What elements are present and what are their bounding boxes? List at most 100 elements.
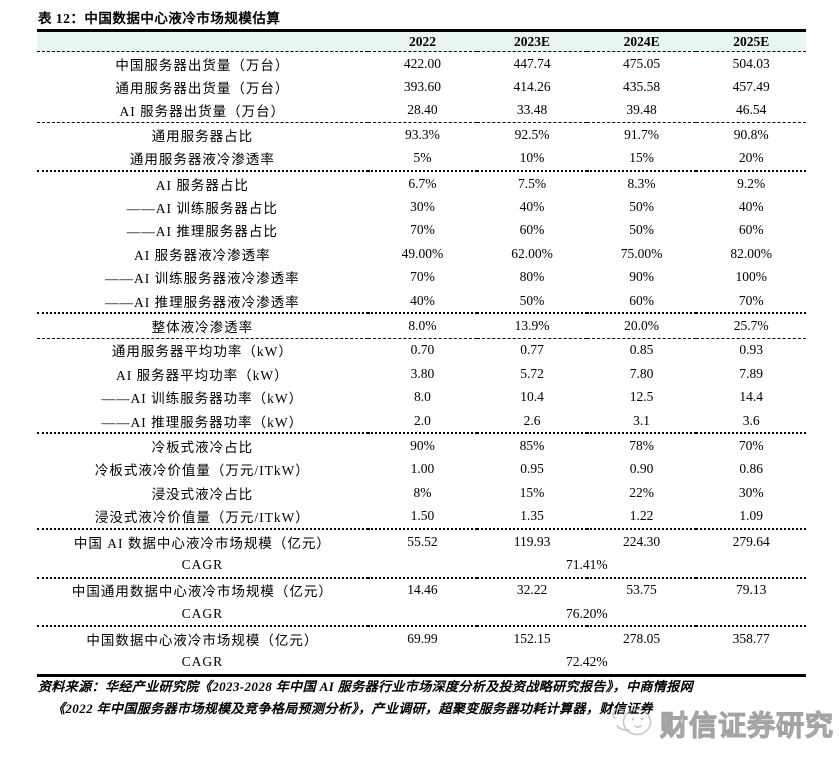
row-label: 中国数据中心液冷市场规模（亿元）: [86, 633, 319, 649]
table-row: AI 服务器液冷渗透率 49.00% 62.00% 75.00% 82.00%: [37, 242, 806, 265]
cell-value: 0.85: [629, 342, 654, 358]
cell-value: 14.46: [407, 582, 438, 598]
table-row: 整体液冷渗透率 8.0% 13.9% 20.0% 25.7%: [37, 313, 806, 338]
table-section-3: 整体液冷渗透率 8.0% 13.9% 20.0% 25.7%: [37, 313, 806, 338]
cell-value: 70%: [738, 437, 764, 453]
cell-value: 46.54: [736, 102, 767, 118]
table-row: ——AI 训练服务器功率（kW） 8.0 10.4 12.5 14.4: [37, 385, 806, 408]
row-label: 浸没式液冷价值量（万元/ITkW）: [94, 510, 310, 526]
table-wrapper: 2022 2023E 2024E 2025E 中国服务器出货量（万台） 422.0…: [37, 29, 806, 678]
row-label: 整体液冷渗透率: [151, 319, 254, 335]
cell-value: 2.6: [523, 412, 541, 428]
cell-value: 80%: [519, 269, 545, 285]
cell-value: 90.8%: [733, 126, 769, 142]
cell-value: 422.00: [403, 55, 441, 71]
source-line-1: 资料来源：华经产业研究院《2023-2028 年中国 AI 服务器行业市场深度分…: [38, 679, 694, 694]
source-line-2: 《2022 年中国服务器市场规模及竞争格局预测分析》，产业调研，超聚变服务器功耗…: [52, 701, 653, 716]
table-section-7: 中国通用数据中心液冷市场规模（亿元） 14.46 32.22 53.75 79.13 CA…: [37, 577, 806, 627]
cell-value: 414.26: [513, 79, 551, 95]
cell-value: 119.93: [513, 533, 551, 549]
cell-value: 53.75: [626, 582, 657, 598]
cell-value: 8.0: [414, 389, 431, 405]
cell-value: 20%: [738, 150, 764, 166]
cell-value: 22%: [629, 484, 654, 500]
cell-value: 13.9%: [514, 317, 550, 333]
cell-value: 15%: [629, 150, 654, 166]
row-label: ——AI 推理服务器功率（kW）: [101, 414, 304, 430]
cell-value: 100%: [735, 269, 767, 285]
table-row: 通用服务器平均功率（kW） 0.70 0.77 0.85 0.93: [37, 338, 806, 362]
table-section-2: AI 服务器占比 6.7% 7.5% 8.3% 9.2% ——AI 训练服务器占比 30% 4…: [37, 170, 806, 313]
cell-value: 5.72: [520, 365, 544, 381]
cell-value: 78%: [629, 437, 654, 453]
table-header: 2022 2023E 2024E 2025E: [37, 30, 806, 52]
cell-value: 14.4: [739, 389, 763, 405]
table-row: 浸没式液冷占比 8% 15% 22% 30%: [37, 481, 806, 504]
table-row: 中国通用数据中心液冷市场规模（亿元） 14.46 32.22 53.75 79.13: [37, 578, 806, 602]
year-column-2023e: 2023E: [477, 30, 587, 52]
row-label: 冷板式液冷占比: [151, 439, 254, 455]
cell-value: 10.4: [520, 389, 544, 405]
cell-value: 91.7%: [624, 126, 660, 142]
row-label: 冷板式液冷价值量（万元/ITkW）: [94, 463, 310, 479]
cell-value: 6.7%: [408, 175, 437, 191]
table-row: 通用服务器液冷渗透率 5% 10% 15% 20%: [37, 147, 806, 171]
cell-value: 20.0%: [624, 317, 660, 333]
cell-value: 1.00: [410, 461, 435, 477]
row-label: CAGR: [181, 605, 224, 621]
table-section-0: 中国服务器出货量（万台） 422.00 447.74 475.05 504.03 通用服务…: [37, 51, 806, 123]
cell-value: 457.49: [732, 79, 770, 95]
table-row: 浸没式液冷价值量（万元/ITkW） 1.50 1.35 1.22 1.09: [37, 504, 806, 528]
table-row: CAGR 72.42%: [37, 651, 806, 676]
cell-value: 3.6: [742, 412, 760, 428]
cell-value: 25.7%: [733, 317, 769, 333]
row-label: 浸没式液冷占比: [151, 486, 254, 502]
row-label: ——AI 训练服务器液冷渗透率: [105, 271, 300, 287]
year-column-2025e: 2025E: [696, 30, 806, 52]
cell-value: 3.1: [633, 412, 651, 428]
cell-value: 435.58: [623, 79, 661, 95]
row-label: 通用服务器占比: [151, 128, 254, 144]
table-row: ——AI 推理服务器占比 70% 60% 50% 60%: [37, 219, 806, 242]
table-row: 冷板式液冷价值量（万元/ITkW） 1.00 0.95 0.90 0.86: [37, 458, 806, 481]
page-title: 表 12：中国数据中心液冷市场规模估算: [38, 11, 281, 26]
cell-value: 92.5%: [514, 126, 550, 142]
row-label: 通用服务器平均功率（kW）: [111, 344, 293, 360]
cagr-value: 71.41%: [566, 556, 608, 572]
cell-value: 152.15: [513, 631, 551, 647]
table-row: 冷板式液冷占比 90% 85% 78% 70%: [37, 433, 806, 457]
table-section-6: 中国 AI 数据中心液冷市场规模（亿元） 55.52 119.93 224.30 279…: [37, 528, 806, 578]
row-label: 中国 AI 数据中心液冷市场规模（亿元）: [73, 535, 331, 551]
cell-value: 1.35: [520, 508, 544, 524]
cell-value: 30%: [410, 199, 435, 215]
row-label: 通用服务器出货量（万台）: [115, 81, 290, 97]
header-row: 2022 2023E 2024E 2025E: [37, 30, 806, 52]
table-row: 中国服务器出货量（万台） 422.00 447.74 475.05 504.03: [37, 52, 806, 76]
table-row: ——AI 训练服务器占比 30% 40% 50% 40%: [37, 195, 806, 218]
cell-value: 70%: [410, 222, 435, 238]
cell-value: 1.22: [629, 508, 654, 524]
cell-value: 7.89: [739, 365, 763, 381]
cell-value: 55.52: [407, 533, 438, 549]
cell-value: 82.00%: [730, 245, 772, 261]
table-row: ——AI 推理服务器液冷渗透率 40% 50% 60% 70%: [37, 289, 806, 313]
cell-value: 0.77: [520, 342, 544, 358]
cell-value: 60%: [629, 292, 654, 308]
cell-value: 10%: [519, 150, 545, 166]
cell-value: 50%: [629, 199, 654, 215]
cagr-value: 76.20%: [566, 605, 608, 621]
row-label: ——AI 推理服务器液冷渗透率: [105, 294, 300, 310]
cell-value: 70%: [738, 292, 764, 308]
table-row: AI 服务器占比 6.7% 7.5% 8.3% 9.2%: [37, 171, 806, 195]
cell-value: 75.00%: [620, 245, 663, 261]
cell-value: 40%: [519, 199, 545, 215]
row-label: AI 服务器液冷渗透率: [134, 247, 271, 263]
cell-value: 504.03: [732, 55, 770, 71]
cell-value: 85%: [519, 437, 545, 453]
table-row: 中国 AI 数据中心液冷市场规模（亿元） 55.52 119.93 224.30 279…: [37, 529, 806, 553]
cell-value: 224.30: [623, 533, 661, 549]
label-column-header: [37, 30, 368, 52]
cell-value: 30%: [738, 484, 764, 500]
row-label: ——AI 推理服务器占比: [126, 224, 278, 240]
cell-value: 7.5%: [517, 175, 547, 191]
